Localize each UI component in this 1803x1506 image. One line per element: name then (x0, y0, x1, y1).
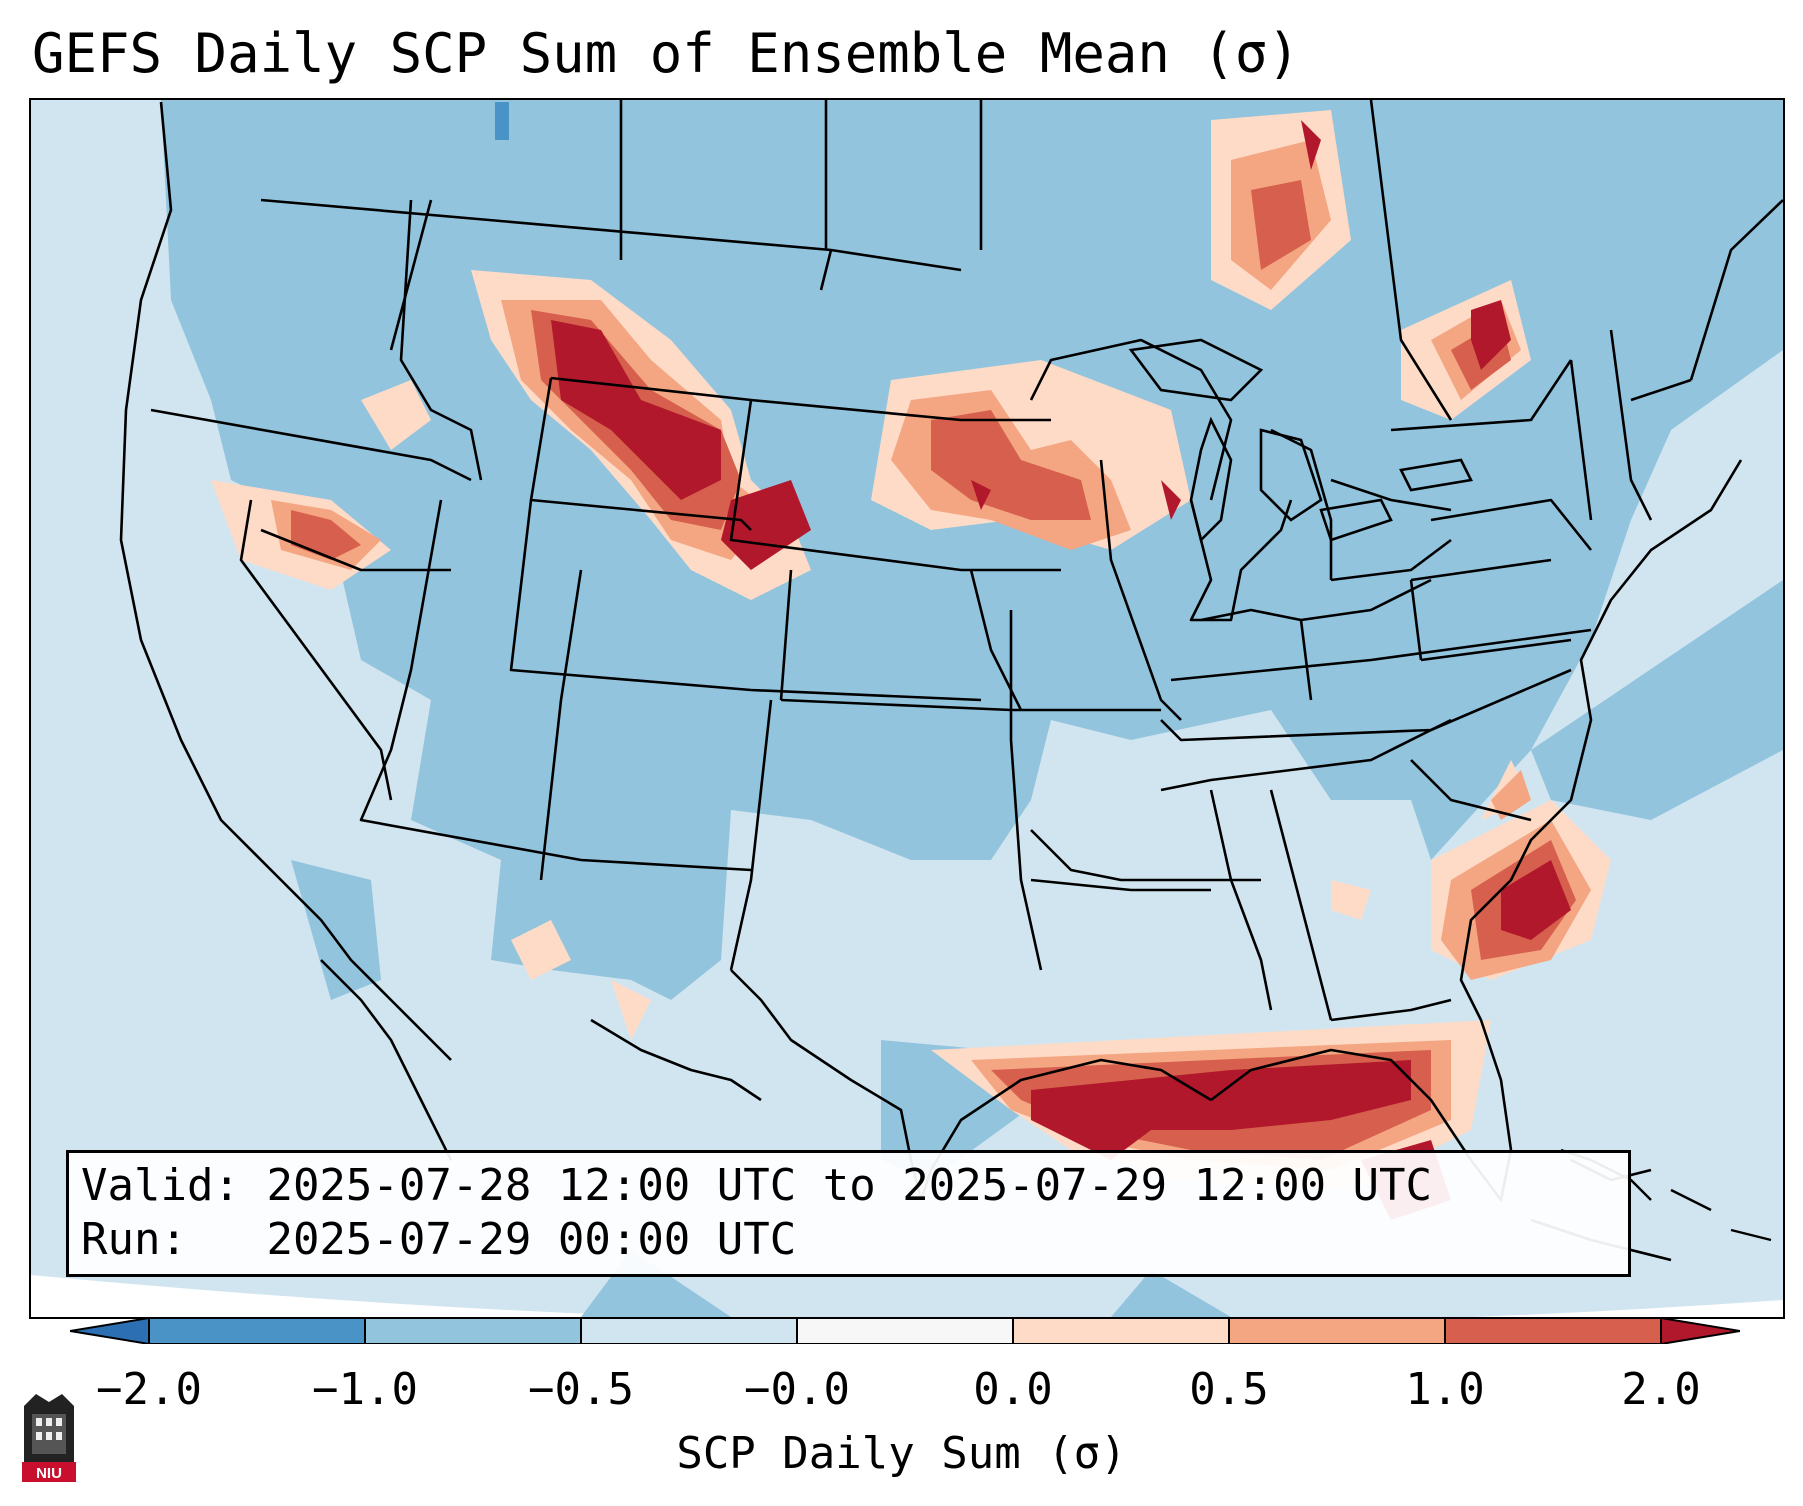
map-panel (29, 98, 1785, 1319)
colorbar-tick-label: −0.5 (528, 1364, 634, 1415)
colorbar-segment (797, 1318, 1013, 1344)
map-canvas (31, 100, 1783, 1317)
colorbar (70, 1318, 1740, 1344)
colorbar-segment (1013, 1318, 1229, 1344)
state-borders (119, 100, 1783, 1262)
well-below-normal-spot (495, 102, 509, 140)
run-value: 2025-07-29 00:00 UTC (266, 1214, 797, 1265)
validity-info-box: Valid: 2025-07-28 12:00 UTC to 2025-07-2… (66, 1150, 1631, 1277)
colorbar-ticks (148, 1318, 1662, 1344)
colorbar-segment (1229, 1318, 1445, 1344)
niu-logo: NIU (20, 1388, 78, 1484)
valid-value: 2025-07-28 12:00 UTC to 2025-07-29 12:00… (266, 1160, 1433, 1211)
colorbar-segment (365, 1318, 581, 1344)
colorbar-tick-label: 2.0 (1621, 1364, 1701, 1415)
colorbar-tick-label: 0.5 (1189, 1364, 1269, 1415)
colorbar-extend-low (70, 1318, 149, 1344)
colorbar-segment (149, 1318, 365, 1344)
great-lakes (1128, 338, 1473, 543)
chart-title: GEFS Daily SCP Sum of Ensemble Mean (σ) (32, 22, 1300, 85)
colorbar-tick-label: −2.0 (96, 1364, 202, 1415)
colorbar-segment (581, 1318, 797, 1344)
colorbar-extend-high (1661, 1318, 1740, 1344)
colorbar-segment (1445, 1318, 1661, 1344)
logo-text: NIU (36, 1465, 62, 1482)
colorbar-tick-label: 1.0 (1405, 1364, 1485, 1415)
colorbar-title: SCP Daily Sum (σ) (676, 1428, 1127, 1479)
colorbar-tick-label: −0.0 (744, 1364, 850, 1415)
colorbar-tick-label: 0.0 (973, 1364, 1053, 1415)
valid-label: Valid: (81, 1160, 240, 1211)
colorbar-tick-label: −1.0 (312, 1364, 418, 1415)
run-label: Run: (81, 1214, 187, 1265)
